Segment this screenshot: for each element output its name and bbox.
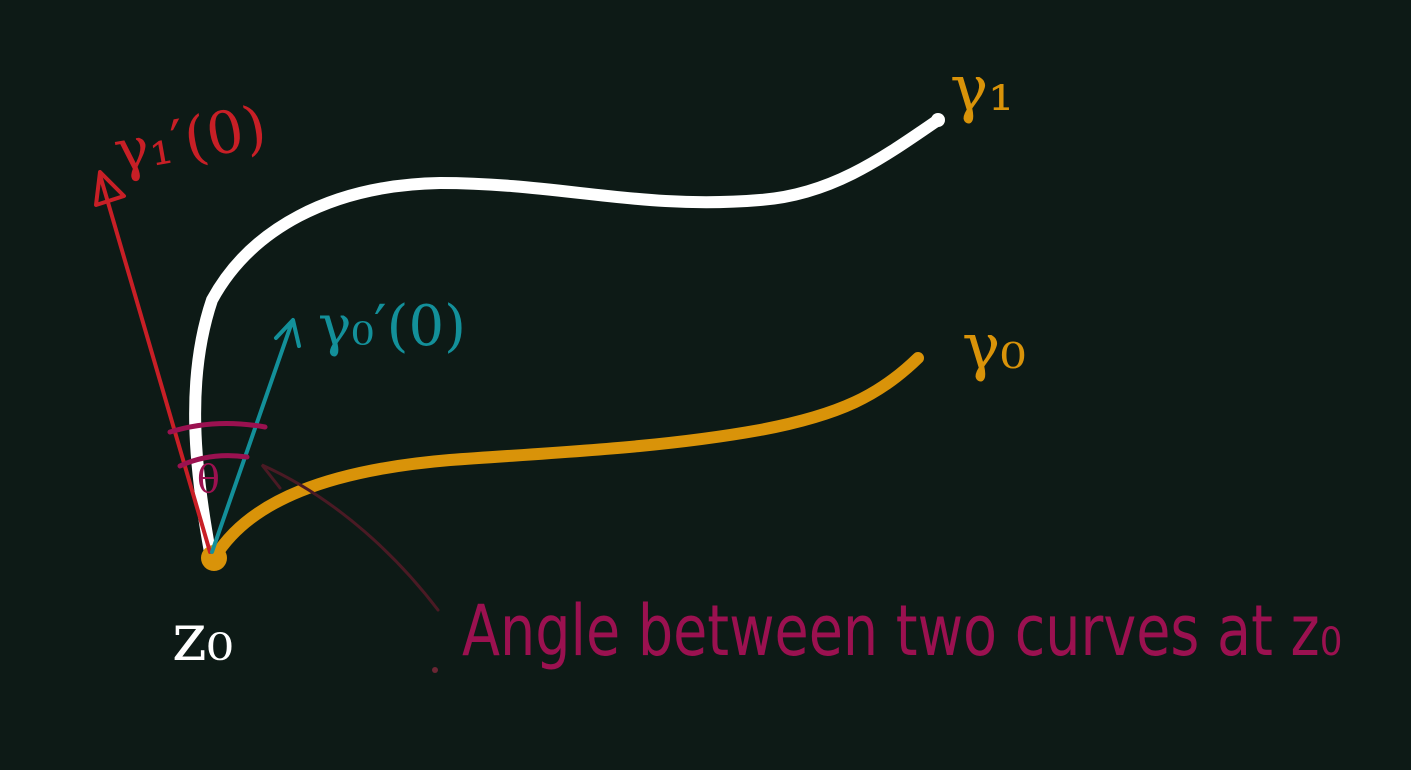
angle-arc-inner xyxy=(177,453,250,469)
label-gamma1: γ₁ xyxy=(950,52,1014,126)
label-angle-theta: θ xyxy=(197,457,220,501)
tangent-vector-gamma0-arrowhead xyxy=(274,318,301,348)
tangent-vector-gamma1 xyxy=(98,173,212,554)
caption-pointer xyxy=(260,463,440,612)
label-gamma0: γ₀ xyxy=(962,310,1026,384)
caption: Angle between two curves at z₀ xyxy=(462,590,1342,672)
label-point-z0: z₀ xyxy=(172,599,233,676)
curve-gamma0 xyxy=(209,352,924,563)
label-tangent-gamma1: γ₁′(0) xyxy=(109,92,272,186)
curve-gamma1-endpoint xyxy=(931,113,945,127)
point-z0 xyxy=(201,545,227,571)
tangent-vector-gamma1-arrowhead xyxy=(94,170,126,207)
label-tangent-gamma0: γ₀′(0) xyxy=(318,294,466,359)
curve-gamma1 xyxy=(189,114,944,558)
stray-dot xyxy=(432,667,438,673)
tangent-vector-gamma0 xyxy=(210,320,294,554)
angle-arc-outer xyxy=(167,420,268,435)
